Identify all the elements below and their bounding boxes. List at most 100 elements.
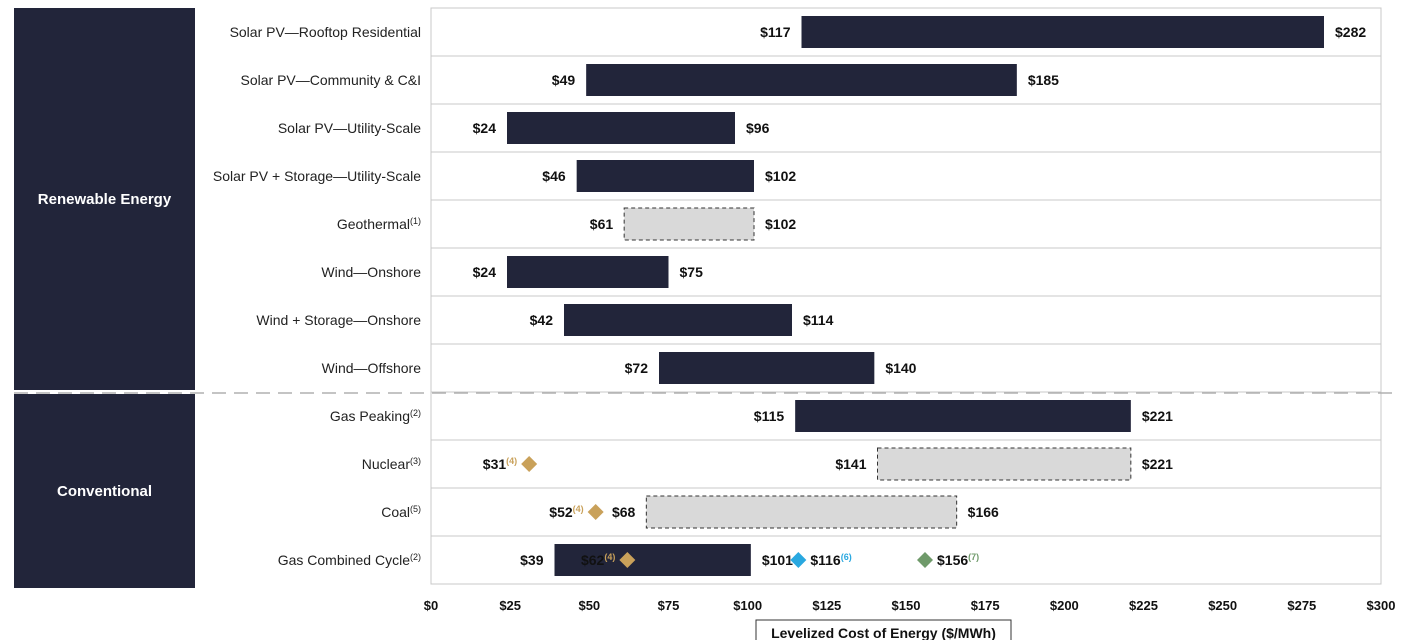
- category-label: Gas Combined Cycle(2): [278, 552, 421, 568]
- label-main: Gas Combined Cycle: [278, 552, 410, 568]
- label-main: Solar PV—Community & C&I: [241, 72, 422, 88]
- bar-low-label: $117: [760, 24, 791, 40]
- bar-low-label: $141: [835, 456, 866, 472]
- label-main: Wind—Offshore: [322, 360, 422, 376]
- group-panel: [14, 394, 195, 588]
- range-bar: [645, 495, 958, 529]
- marker-diamond: [587, 504, 604, 520]
- x-tick-label: $200: [1050, 598, 1079, 613]
- category-label: Solar PV + Storage—Utility-Scale: [213, 168, 421, 184]
- label-main: Coal: [381, 504, 410, 520]
- label-footnote: (6): [841, 552, 852, 562]
- bar-high-label: $102: [765, 216, 796, 232]
- bar-low-label: $68: [612, 504, 636, 520]
- category-label: Gas Peaking(2): [330, 408, 421, 424]
- bar-high-label: $101: [762, 552, 793, 568]
- x-tick-label: $125: [812, 598, 841, 613]
- label-main: $52: [549, 504, 573, 520]
- bar-low-label: $24: [473, 264, 497, 280]
- bar-high-label: $221: [1142, 456, 1173, 472]
- range-bar: [586, 64, 1017, 96]
- bar-low-label: $61: [590, 216, 614, 232]
- range-bar: [877, 447, 1132, 481]
- range-bar: [507, 256, 669, 288]
- x-axis-title-box: [755, 619, 1012, 640]
- label-main: Solar PV + Storage—Utility-Scale: [213, 168, 421, 184]
- range-bar: [554, 544, 751, 576]
- marker-label: $156(7): [937, 552, 979, 568]
- x-tick-label: $50: [578, 598, 600, 613]
- label-main: $62: [581, 552, 605, 568]
- category-label: Nuclear(3): [362, 456, 421, 472]
- x-tick-label: $0: [424, 598, 438, 613]
- label-footnote: (1): [410, 216, 421, 226]
- category-label: Solar PV—Rooftop Residential: [230, 24, 421, 40]
- label-main: Wind + Storage—Onshore: [256, 312, 421, 328]
- x-tick-label: $225: [1129, 598, 1158, 613]
- label-main: $31: [483, 456, 507, 472]
- bar-low-label: $42: [530, 312, 554, 328]
- label-footnote: (3): [410, 456, 421, 466]
- label-footnote: (5): [410, 504, 421, 514]
- bar-low-label: $46: [542, 168, 566, 184]
- category-label: Geothermal(1): [337, 216, 421, 232]
- bar-high-label: $185: [1028, 72, 1059, 88]
- marker-label: $62(4): [581, 552, 615, 568]
- x-tick-label: $175: [971, 598, 1000, 613]
- label-footnote: (4): [573, 504, 584, 514]
- bar-high-label: $221: [1142, 408, 1173, 424]
- marker-diamond: [619, 552, 636, 568]
- bar-high-label: $96: [746, 120, 770, 136]
- label-main: Solar PV—Rooftop Residential: [230, 24, 421, 40]
- bar-high-label: $102: [765, 168, 796, 184]
- bar-low-label: $49: [552, 72, 576, 88]
- bar-high-label: $282: [1335, 24, 1366, 40]
- marker-diamond: [917, 552, 933, 568]
- range-bar: [564, 304, 792, 336]
- x-tick-label: $150: [892, 598, 921, 613]
- label-main: $156: [937, 552, 968, 568]
- x-axis-title: Levelized Cost of Energy ($/MWh): [771, 625, 996, 640]
- bar-high-label: $114: [803, 312, 834, 328]
- label-main: Gas Peaking: [330, 408, 410, 424]
- range-bar: [659, 352, 875, 384]
- bar-low-label: $72: [625, 360, 649, 376]
- x-tick-label: $300: [1367, 598, 1396, 613]
- bar-low-label: $39: [520, 552, 544, 568]
- label-main: Geothermal: [337, 216, 410, 232]
- group-label: Conventional: [57, 483, 152, 500]
- marker-label: $52(4): [549, 504, 583, 520]
- category-label: Wind + Storage—Onshore: [256, 312, 421, 328]
- x-tick-label: $75: [658, 598, 680, 613]
- category-label: Wind—Offshore: [322, 360, 422, 376]
- group-label: Renewable Energy: [38, 191, 172, 208]
- range-bar: [801, 16, 1324, 48]
- label-footnote: (2): [410, 408, 421, 418]
- marker-diamond: [790, 552, 807, 568]
- label-footnote: (7): [968, 552, 979, 562]
- group-panel: [14, 8, 195, 390]
- bar-low-label: $115: [754, 408, 785, 424]
- marker-label: $31(4): [483, 456, 517, 472]
- bar-high-label: $140: [885, 360, 916, 376]
- x-tick-label: $100: [733, 598, 762, 613]
- range-bar: [576, 160, 754, 192]
- x-tick-label: $275: [1287, 598, 1316, 613]
- bar-high-label: $75: [680, 264, 704, 280]
- label-main: $116: [810, 552, 841, 568]
- bar-low-label: $24: [473, 120, 497, 136]
- label-main: Solar PV—Utility-Scale: [278, 120, 421, 136]
- range-bar: [795, 400, 1131, 432]
- label-footnote: (4): [506, 456, 517, 466]
- label-main: Nuclear: [362, 456, 411, 472]
- category-label: Coal(5): [381, 504, 421, 520]
- category-label: Wind—Onshore: [321, 264, 421, 280]
- marker-diamond: [521, 456, 538, 472]
- range-bar: [623, 207, 755, 241]
- marker-label: $116(6): [810, 552, 851, 568]
- range-bar: [507, 112, 735, 144]
- category-label: Solar PV—Community & C&I: [241, 72, 422, 88]
- label-footnote: (2): [410, 552, 421, 562]
- x-tick-label: $25: [499, 598, 521, 613]
